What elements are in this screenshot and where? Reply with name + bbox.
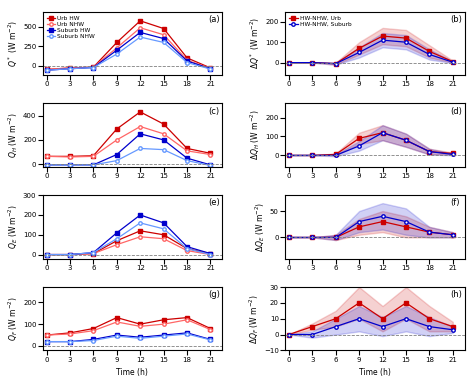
Text: (h): (h) bbox=[450, 290, 462, 299]
Y-axis label: $Q_F$ (W m$^{-2}$): $Q_F$ (W m$^{-2}$) bbox=[6, 296, 20, 341]
Text: (a): (a) bbox=[208, 15, 219, 24]
Y-axis label: $\Delta Q_F$ (W m$^{-2}$): $\Delta Q_F$ (W m$^{-2}$) bbox=[247, 294, 261, 344]
Y-axis label: $\Delta Q_H$ (W m$^{-2}$): $\Delta Q_H$ (W m$^{-2}$) bbox=[248, 110, 263, 161]
Legend: Urb HW, Urb NHW, Suburb HW, Suburb NHW: Urb HW, Urb NHW, Suburb HW, Suburb NHW bbox=[46, 15, 96, 40]
Text: (e): (e) bbox=[208, 198, 219, 208]
Text: (d): (d) bbox=[450, 107, 462, 116]
Y-axis label: $Q_H$ (W m$^{-2}$): $Q_H$ (W m$^{-2}$) bbox=[6, 112, 20, 158]
Text: (b): (b) bbox=[450, 15, 462, 24]
Text: (c): (c) bbox=[208, 107, 219, 116]
Y-axis label: $Q^*$ (W m$^{-2}$): $Q^*$ (W m$^{-2}$) bbox=[7, 20, 20, 67]
Y-axis label: $\Delta Q^*$ (W m$^{-2}$): $\Delta Q^*$ (W m$^{-2}$) bbox=[249, 17, 263, 69]
X-axis label: Time (h): Time (h) bbox=[117, 368, 148, 377]
Text: (f): (f) bbox=[450, 198, 460, 208]
Y-axis label: $\Delta Q_E$ (W m$^{-2}$): $\Delta Q_E$ (W m$^{-2}$) bbox=[253, 202, 267, 252]
Legend: HW-NHW, Urb, HW-NHW, Suburb: HW-NHW, Urb, HW-NHW, Suburb bbox=[288, 15, 353, 28]
X-axis label: Time (h): Time (h) bbox=[359, 368, 391, 377]
Y-axis label: $Q_E$ (W m$^{-2}$): $Q_E$ (W m$^{-2}$) bbox=[6, 204, 20, 249]
Text: (g): (g) bbox=[208, 290, 219, 299]
